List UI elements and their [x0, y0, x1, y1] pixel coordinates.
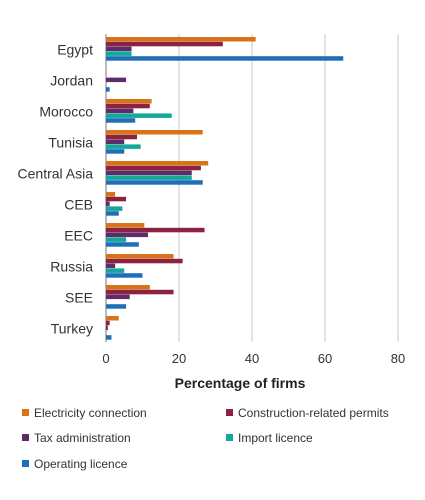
- category-label: Egypt: [57, 42, 93, 58]
- x-tick-label: 40: [245, 351, 259, 366]
- bar: [106, 335, 112, 340]
- bar: [106, 118, 136, 123]
- bar: [106, 103, 150, 109]
- category-label: CEB: [64, 197, 93, 213]
- bar: [106, 206, 123, 211]
- bar: [106, 37, 256, 42]
- bar: [106, 56, 344, 61]
- legend-swatch: [22, 460, 29, 467]
- x-tick-labels: 0 20 40 60 80: [102, 351, 405, 366]
- bar: [106, 285, 150, 290]
- bar: [106, 180, 203, 185]
- x-tick-label: 0: [102, 351, 109, 366]
- bar: [106, 237, 127, 242]
- category-label: Central Asia: [18, 166, 94, 182]
- bar: [106, 192, 116, 197]
- legend-label: Operating licence: [34, 457, 128, 471]
- legend: Electricity connection Construction-relat…: [22, 406, 389, 471]
- bar: [106, 304, 127, 309]
- category-label: Jordan: [50, 73, 93, 89]
- bar: [106, 51, 132, 56]
- bar: [106, 175, 192, 180]
- bar: [106, 130, 203, 135]
- bar: [106, 170, 192, 176]
- legend-label: Tax administration: [34, 431, 131, 445]
- bar: [106, 316, 119, 321]
- bar: [106, 144, 141, 149]
- legend-swatch: [226, 409, 233, 416]
- category-label: Russia: [50, 259, 93, 275]
- bar: [106, 320, 110, 326]
- bar: [106, 108, 134, 114]
- category-label: Turkey: [51, 321, 93, 337]
- x-axis-title: Percentage of firms: [175, 375, 306, 391]
- bar: [106, 273, 143, 278]
- gridlines: [105, 34, 399, 342]
- bar: [106, 41, 223, 47]
- bar: [106, 268, 125, 273]
- bar: [106, 99, 152, 104]
- bar: [106, 87, 110, 92]
- bar: [106, 263, 116, 269]
- category-labels: Egypt Jordan Morocco Tunisia Central Asia CEB…: [18, 42, 94, 337]
- bar: [106, 134, 138, 140]
- bar: [106, 201, 110, 207]
- x-tick-label: 20: [172, 351, 186, 366]
- bar: [106, 113, 172, 118]
- bar: [106, 46, 132, 52]
- bar: [106, 77, 127, 83]
- bar: [106, 196, 127, 202]
- bar: [106, 165, 201, 171]
- bar: [106, 254, 174, 259]
- bar: [106, 149, 125, 154]
- category-label: Morocco: [39, 104, 93, 120]
- legend-swatch: [22, 434, 29, 441]
- bar: [106, 139, 125, 145]
- bar: [106, 242, 139, 247]
- x-tick-label: 60: [318, 351, 332, 366]
- category-label: SEE: [65, 290, 93, 306]
- legend-label: Electricity connection: [34, 406, 147, 420]
- legend-swatch: [22, 409, 29, 416]
- category-label: EEC: [64, 228, 93, 244]
- x-tick-label: 80: [391, 351, 405, 366]
- bar: [106, 325, 108, 331]
- legend-swatch: [226, 434, 233, 441]
- category-label: Tunisia: [48, 135, 93, 151]
- bar: [106, 289, 174, 295]
- bar: [106, 258, 183, 264]
- bar: [106, 211, 119, 216]
- bar: [106, 294, 130, 300]
- legend-label: Import licence: [238, 431, 313, 445]
- bar: [106, 227, 205, 233]
- bar: [106, 161, 209, 166]
- bars: [106, 37, 344, 340]
- legend-label: Construction-related permits: [238, 406, 389, 420]
- bar: [106, 232, 148, 238]
- bar: [106, 223, 145, 228]
